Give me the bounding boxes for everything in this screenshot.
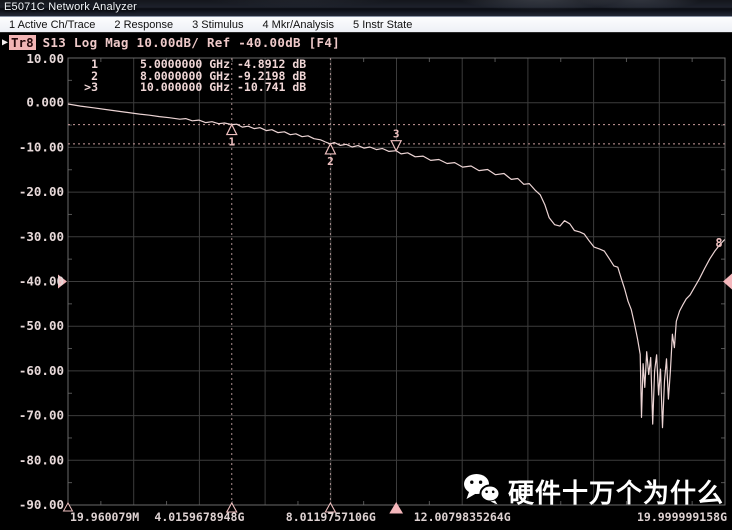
trace-tr8 [67, 103, 726, 429]
marker-number: >3 [84, 80, 98, 94]
marker-1-symbol[interactable] [225, 123, 238, 136]
active-trace-arrow-icon: ▶ [2, 37, 9, 48]
watermark-text: 硬件十万个为什么 [507, 479, 724, 509]
trace-number-label: 8 [715, 236, 722, 250]
marker-3-symbol[interactable] [390, 140, 403, 153]
sweep-start-triangle [62, 501, 74, 512]
menu-item-4[interactable]: 4 Mkr/Analysis [262, 18, 335, 31]
wechat-icon [463, 473, 501, 510]
y-axis-label: -90.00 [19, 497, 64, 512]
trace-parameters: S13 Log Mag 10.00dB/ Ref -40.00dB [F4] [42, 35, 340, 50]
y-axis-label: -50.00 [19, 318, 64, 333]
title-bar[interactable]: E5071C Network Analyzer [0, 0, 732, 17]
y-axis-label: -30.00 [19, 229, 64, 244]
y-axis-label: -80.00 [19, 452, 64, 467]
y-axis-label: -20.00 [19, 184, 64, 199]
window-title: E5071C Network Analyzer [4, 1, 137, 13]
ref-level-arrow-left[interactable] [58, 274, 67, 289]
marker-value: -9.2198 dB [237, 68, 307, 83]
marker-readout-row-2: 2 8.0000000 GHz -9.2198 dB [76, 68, 307, 83]
menu-item-3[interactable]: 3 Stimulus [192, 18, 244, 31]
marker-readout-row-3: >3 10.000000 GHz -10.741 dB [76, 80, 307, 94]
marker-value: -4.8912 dB [237, 57, 307, 71]
x-axis-label: 12.0079835264G [414, 510, 511, 524]
trace-status-bar: ▶ Tr8 S13 Log Mag 10.00dB/ Ref -40.00dB … [2, 35, 340, 50]
x-axis-label: 4.0159678948G [154, 510, 244, 524]
menu-item-1[interactable]: 1 Active Ch/Trace [9, 18, 96, 31]
trace-badge[interactable]: Tr8 [9, 35, 36, 50]
watermark: 硬件十万个为什么 [463, 473, 724, 510]
y-axis-label: -60.00 [19, 363, 64, 378]
menu-item-2[interactable]: 2 Response [114, 18, 174, 31]
marker-table: 1 5.0000000 GHz -4.8912 dB 2 8.0000000 GHz -9… [76, 57, 307, 94]
y-axis-label: -40.00 [19, 274, 64, 289]
y-axis-label: -10.00 [19, 139, 64, 154]
x-axis-label: 19.960079M [70, 510, 139, 524]
menu-bar: 1 Active Ch/Trace 2 Response 3 Stimulus 4 M… [0, 17, 732, 33]
marker-3-stimulus-triangle[interactable] [389, 502, 404, 514]
y-axis-label: -70.00 [19, 408, 64, 423]
marker-2-label: 2 [327, 155, 334, 168]
ref-level-arrow-right[interactable] [723, 273, 732, 290]
menu-item-5[interactable]: 5 Instr State [353, 18, 413, 31]
marker-readout-row-1: 1 5.0000000 GHz -4.8912 dB [76, 57, 307, 71]
marker-2-stimulus-triangle[interactable] [324, 501, 337, 513]
marker-frequency: 10.000000 GHz [139, 80, 230, 94]
y-axis-label: 0.000 [26, 95, 64, 110]
marker-number: 1 [91, 57, 98, 71]
x-axis-label: 19.999999158G [637, 510, 727, 524]
marker-value: -10.741 dB [237, 80, 307, 94]
marker-3-label: 3 [393, 128, 400, 141]
x-axis-label: 8.0119757106G [286, 510, 376, 524]
marker-frequency: 5.0000000 GHz [139, 57, 230, 71]
marker-1-label: 1 [228, 136, 235, 149]
marker-number: 2 [91, 68, 98, 83]
marker-2-symbol[interactable] [324, 142, 337, 155]
marker-1-stimulus-triangle[interactable] [225, 501, 238, 513]
marker-frequency: 8.0000000 GHz [139, 68, 230, 83]
y-axis-label: 10.00 [26, 51, 64, 66]
